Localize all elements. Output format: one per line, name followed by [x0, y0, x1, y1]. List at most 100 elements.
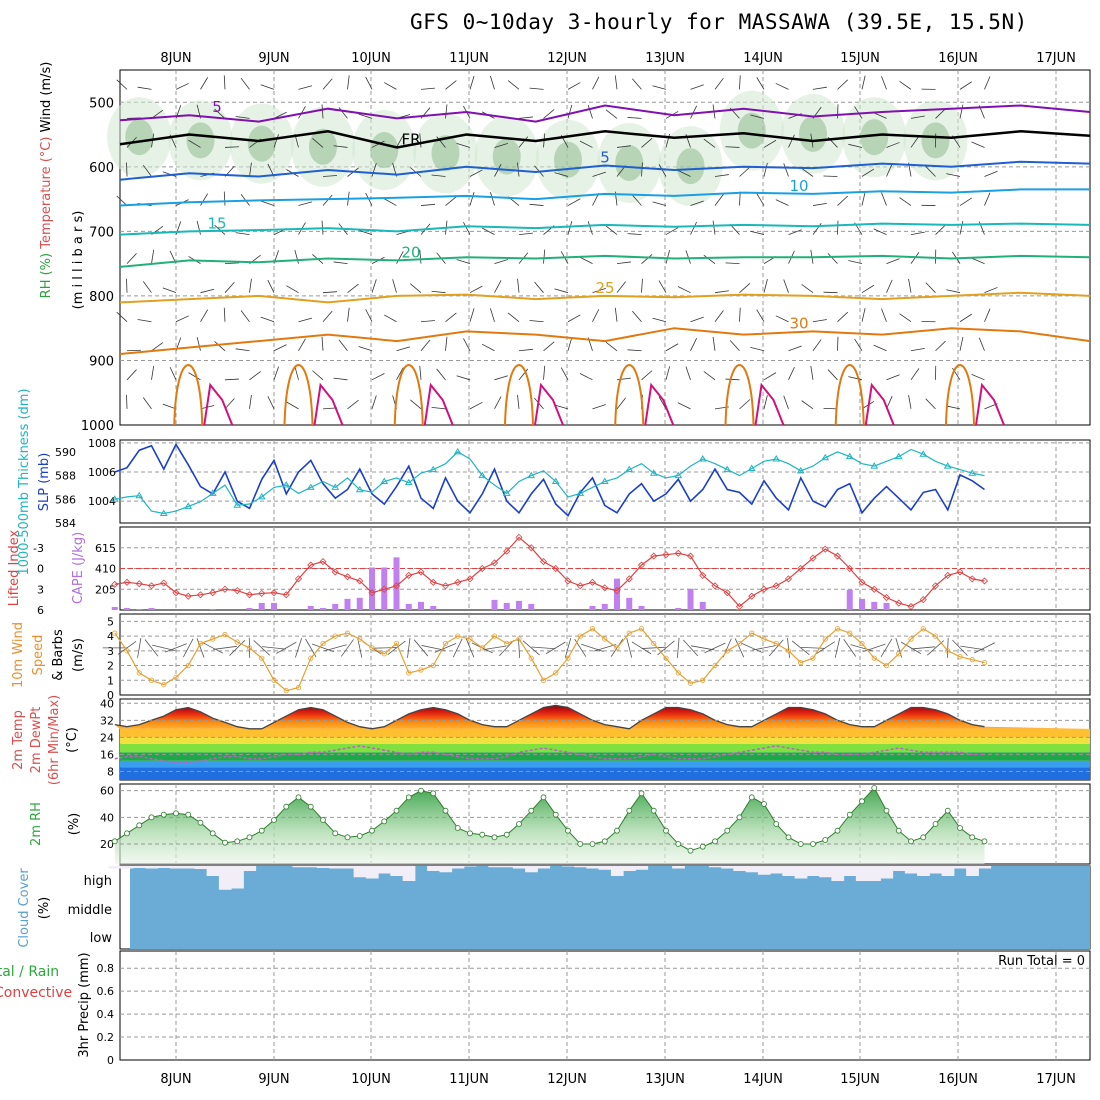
surface-wind-barb: [791, 640, 810, 656]
wind-barb: [358, 229, 373, 235]
wind-barb: [116, 79, 128, 90]
wind-barb: [935, 340, 946, 352]
wind-barb: [214, 341, 226, 352]
wind-speed-marker: [896, 651, 902, 657]
wind-barb: [436, 368, 446, 381]
cloud-high-gap: [341, 866, 355, 869]
wind-barb: [763, 372, 777, 381]
rh-cloud-blob: [309, 128, 337, 165]
rh-marker: [920, 834, 927, 841]
wind-barb: [665, 366, 671, 380]
temp-tick-label: 40: [100, 697, 114, 710]
wind-barb: [116, 311, 128, 323]
wind-barb: [322, 175, 337, 177]
surface-wind-barb: [834, 637, 841, 658]
rh-cloud-blob: [125, 119, 154, 156]
rh-marker: [626, 807, 633, 814]
li-marker: [233, 587, 241, 595]
rh-marker: [895, 827, 902, 834]
wind-barb: [529, 320, 544, 323]
temp-band: [120, 760, 1090, 768]
wind-barb: [322, 407, 337, 410]
cloud-high-gap: [745, 866, 759, 873]
rh-marker: [944, 807, 951, 814]
wind-barb: [392, 279, 397, 293]
wind-barb: [616, 261, 631, 265]
wind-barb: [750, 346, 765, 352]
cape-bar: [430, 605, 437, 610]
wind-barb: [703, 371, 716, 381]
wind-speed-marker: [773, 640, 779, 647]
wind-barb: [431, 174, 446, 177]
surface-wind-barb: [262, 646, 286, 650]
wind-barb: [543, 249, 546, 264]
wind-speed-marker: [406, 670, 412, 676]
panel-border: [119, 950, 1091, 1061]
li-marker: [576, 582, 584, 590]
cloud-high-gap: [378, 866, 391, 874]
wind-barb: [200, 77, 209, 90]
wind-speed-marker: [565, 655, 571, 661]
wind-barb: [627, 233, 642, 235]
wind-barb: [592, 309, 600, 322]
cloud-high-gap: [843, 866, 857, 876]
wind-barb: [494, 163, 502, 177]
surface-wind-barb: [626, 637, 633, 658]
surface-wind-barb: [522, 640, 540, 656]
temperature-area: [114, 705, 1091, 729]
rh-marker: [344, 834, 351, 841]
surface-wind-barb: [682, 639, 699, 657]
cape-bar: [148, 607, 155, 610]
cloud-high-gap: [721, 866, 734, 869]
wind-barb: [854, 106, 863, 119]
rh-marker: [467, 830, 473, 837]
thickness-marker: [110, 495, 119, 502]
temp-band: [120, 752, 1090, 761]
wind-barb: [267, 396, 275, 410]
lifted-index-axis-label: Lifted Index: [7, 529, 22, 606]
rh-marker: [516, 821, 522, 827]
li-marker: [944, 571, 952, 579]
wind-barb: [801, 400, 814, 410]
thickness-axis-label: 1000-500mb Thickness (dm): [17, 388, 32, 575]
wind-barb: [286, 285, 299, 294]
rh-marker: [957, 825, 963, 831]
wind-barb: [235, 232, 250, 235]
surface-wind-barb: [677, 637, 680, 658]
axis-label-part: (m/s): [71, 638, 86, 672]
thickness-marker: [723, 465, 732, 473]
wind-barb: [910, 231, 925, 235]
cape-bar: [699, 601, 706, 610]
cloud-level-label: low: [90, 931, 113, 946]
wind-barb: [347, 75, 350, 90]
thickness-marker: [845, 452, 854, 460]
li-marker: [931, 582, 940, 590]
li-marker: [343, 573, 352, 581]
wind-speed-marker: [638, 626, 645, 632]
wind-barb: [151, 342, 164, 352]
wind-barb: [788, 134, 795, 148]
warm-contour: [283, 364, 314, 426]
wind-barb: [420, 87, 435, 90]
wind-speed-marker: [589, 626, 596, 632]
li-marker: [625, 575, 633, 583]
wind-barb: [783, 395, 789, 410]
wind-speed-marker: [332, 633, 338, 639]
rh-marker: [307, 803, 314, 810]
axis-label-part: 10m Wind: [11, 622, 26, 688]
wind-barb: [614, 307, 618, 322]
wind-barb: [946, 405, 961, 410]
li-marker: [503, 547, 511, 555]
wind-barb: [420, 203, 435, 206]
cape-bar: [528, 603, 535, 610]
wind-barb: [529, 87, 544, 90]
wind-speed-marker: [210, 636, 216, 642]
wind-barb: [224, 146, 240, 148]
rh-marker: [393, 807, 400, 814]
panel-border: [119, 613, 1091, 696]
wind-speed-marker: [859, 640, 865, 647]
wind-speed-marker: [234, 639, 240, 645]
cloud-level-label: middle: [68, 903, 112, 918]
wind-barb: [616, 145, 631, 148]
